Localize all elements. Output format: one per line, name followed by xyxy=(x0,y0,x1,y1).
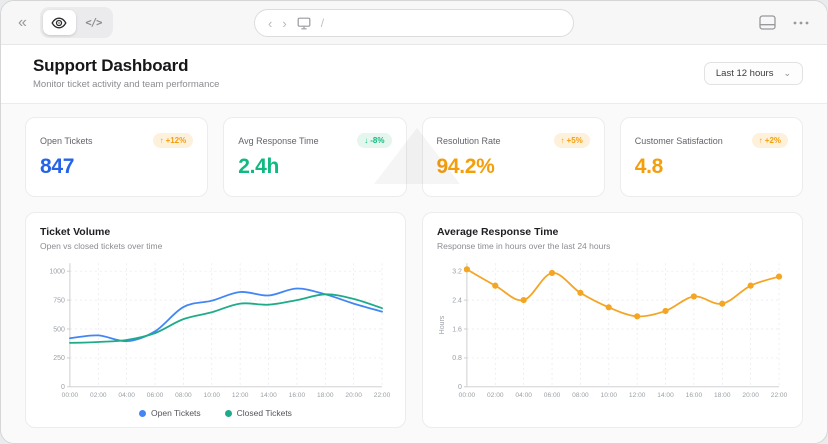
page-title: Support Dashboard xyxy=(33,56,219,76)
svg-text:14:00: 14:00 xyxy=(657,392,674,399)
layout-panel-button[interactable] xyxy=(759,15,776,30)
svg-text:08:00: 08:00 xyxy=(175,392,192,399)
svg-text:20:00: 20:00 xyxy=(742,392,759,399)
stat-card-avg-response-time: Avg Response Time ↓-8% 2.4h xyxy=(223,117,406,197)
svg-text:00:00: 00:00 xyxy=(62,392,79,399)
svg-text:Hours: Hours xyxy=(439,315,446,334)
code-icon: </> xyxy=(85,17,101,29)
svg-text:2.4: 2.4 xyxy=(452,297,462,304)
dashboard-content: Open Tickets ↑+12% 847 Avg Response Time… xyxy=(1,104,827,444)
svg-text:1000: 1000 xyxy=(49,268,65,275)
svg-text:0: 0 xyxy=(458,384,462,391)
svg-text:16:00: 16:00 xyxy=(289,392,306,399)
stat-label: Resolution Rate xyxy=(437,136,501,146)
svg-text:14:00: 14:00 xyxy=(260,392,277,399)
legend-dot-icon xyxy=(225,410,232,417)
svg-text:3.2: 3.2 xyxy=(452,268,462,275)
chart-title: Ticket Volume xyxy=(40,226,391,238)
time-range-value: Last 12 hours xyxy=(716,68,774,79)
back-icon[interactable]: ‹ xyxy=(268,17,272,30)
stat-change-badge: ↓-8% xyxy=(357,133,391,148)
stat-change-badge: ↑+2% xyxy=(752,133,788,148)
arrow-down-icon: ↓ xyxy=(364,136,368,145)
stat-label: Avg Response Time xyxy=(238,136,318,146)
topbar-actions xyxy=(759,15,814,30)
stat-label: Customer Satisfaction xyxy=(635,136,723,146)
arrow-up-icon: ↑ xyxy=(160,136,164,145)
forward-icon[interactable]: › xyxy=(282,17,286,30)
svg-text:04:00: 04:00 xyxy=(118,392,135,399)
address-bar[interactable]: ‹ › / xyxy=(254,9,574,37)
legend-label: Closed Tickets xyxy=(237,408,292,418)
svg-text:02:00: 02:00 xyxy=(487,392,504,399)
svg-text:06:00: 06:00 xyxy=(147,392,164,399)
stat-card-resolution-rate: Resolution Rate ↑+5% 94.2% xyxy=(422,117,605,197)
time-range-select[interactable]: Last 12 hours ⌄ xyxy=(704,62,803,85)
svg-text:18:00: 18:00 xyxy=(317,392,334,399)
svg-text:0.8: 0.8 xyxy=(452,355,462,362)
code-toggle-button[interactable]: </> xyxy=(77,10,110,35)
monitor-icon xyxy=(297,17,311,30)
page-header: Support Dashboard Monitor ticket activit… xyxy=(1,45,827,104)
chart-subtitle: Open vs closed tickets over time xyxy=(40,241,391,251)
page-subtitle: Monitor ticket activity and team perform… xyxy=(33,79,219,90)
preview-toggle-button[interactable] xyxy=(43,10,76,35)
svg-text:12:00: 12:00 xyxy=(629,392,646,399)
svg-text:06:00: 06:00 xyxy=(544,392,561,399)
stat-value: 2.4h xyxy=(238,155,391,179)
svg-text:12:00: 12:00 xyxy=(232,392,249,399)
arrow-up-icon: ↑ xyxy=(759,136,763,145)
chart-legend: Open Tickets Closed Tickets xyxy=(40,408,391,418)
svg-text:18:00: 18:00 xyxy=(714,392,731,399)
svg-text:08:00: 08:00 xyxy=(572,392,589,399)
svg-text:22:00: 22:00 xyxy=(374,392,391,399)
more-dots-icon xyxy=(793,21,809,25)
chevron-down-icon: ⌄ xyxy=(783,69,791,78)
chart-subtitle: Response time in hours over the last 24 … xyxy=(437,241,788,251)
url-path: / xyxy=(321,16,324,30)
stat-card-customer-satisfaction: Customer Satisfaction ↑+2% 4.8 xyxy=(620,117,803,197)
stat-value: 94.2% xyxy=(437,155,590,179)
layout-icon xyxy=(759,15,776,30)
svg-text:22:00: 22:00 xyxy=(771,392,788,399)
app-window: « </> ‹ › xyxy=(0,0,828,444)
svg-text:750: 750 xyxy=(53,297,65,304)
stat-change-badge: ↑+12% xyxy=(153,133,194,148)
legend-dot-icon xyxy=(139,410,146,417)
svg-text:04:00: 04:00 xyxy=(515,392,532,399)
legend-label: Open Tickets xyxy=(151,408,201,418)
legend-item-open-tickets: Open Tickets xyxy=(139,408,201,418)
stats-row: Open Tickets ↑+12% 847 Avg Response Time… xyxy=(25,117,803,197)
eye-icon xyxy=(51,15,67,31)
stat-value: 4.8 xyxy=(635,155,788,179)
response-time-chart: 0 0.8 1.6 2.4 3.2 00:00 02:00 04:00 06:00 08:00 10… xyxy=(437,259,788,405)
response-time-chart-card: Average Response Time Response time in h… xyxy=(422,212,803,428)
more-menu-button[interactable] xyxy=(793,21,809,25)
legend-item-closed-tickets: Closed Tickets xyxy=(225,408,292,418)
svg-text:0: 0 xyxy=(61,384,65,391)
chart-title: Average Response Time xyxy=(437,226,788,238)
ticket-volume-chart-card: Ticket Volume Open vs closed tickets ove… xyxy=(25,212,406,428)
arrow-up-icon: ↑ xyxy=(561,136,565,145)
stat-value: 847 xyxy=(40,155,193,179)
svg-text:1.6: 1.6 xyxy=(452,326,462,333)
svg-text:00:00: 00:00 xyxy=(459,392,476,399)
stat-label: Open Tickets xyxy=(40,136,93,146)
svg-text:02:00: 02:00 xyxy=(90,392,107,399)
svg-text:250: 250 xyxy=(53,355,65,362)
view-mode-toggle: </> xyxy=(40,7,113,38)
stat-change-badge: ↑+5% xyxy=(554,133,590,148)
collapse-panel-button[interactable]: « xyxy=(14,13,31,33)
svg-text:10:00: 10:00 xyxy=(204,392,221,399)
svg-text:20:00: 20:00 xyxy=(345,392,362,399)
topbar: « </> ‹ › xyxy=(1,1,827,45)
svg-text:10:00: 10:00 xyxy=(601,392,618,399)
svg-text:16:00: 16:00 xyxy=(686,392,703,399)
ticket-volume-chart: 0 250 500 750 1000 00:00 02:00 04:00 06:00 08:00 1… xyxy=(40,259,391,405)
stat-card-open-tickets: Open Tickets ↑+12% 847 xyxy=(25,117,208,197)
charts-row: Ticket Volume Open vs closed tickets ove… xyxy=(25,212,803,428)
svg-text:500: 500 xyxy=(53,326,65,333)
